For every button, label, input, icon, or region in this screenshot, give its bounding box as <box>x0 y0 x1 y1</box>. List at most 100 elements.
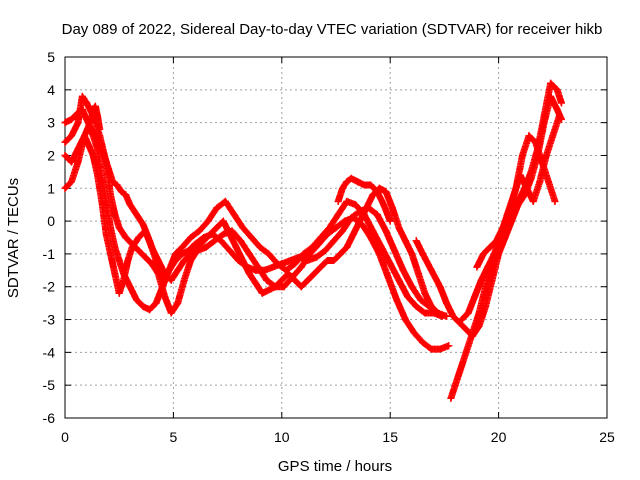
x-tick-label: 20 <box>491 429 507 445</box>
data-point <box>61 151 69 159</box>
data-point <box>544 178 552 186</box>
data-point <box>373 211 381 219</box>
data-point <box>269 263 277 271</box>
data-point <box>141 253 149 261</box>
data-point <box>471 293 479 301</box>
data-point <box>61 184 69 192</box>
data-point <box>252 266 260 274</box>
data-point <box>421 289 429 297</box>
data-point <box>360 181 368 189</box>
data-point <box>237 237 245 245</box>
data-point <box>61 138 69 146</box>
data-point <box>386 217 394 225</box>
data-point <box>332 224 340 232</box>
data-point <box>395 224 403 232</box>
data-point <box>393 296 401 304</box>
data-point <box>213 224 221 232</box>
data-point <box>427 302 435 310</box>
data-point <box>141 227 149 235</box>
data-point <box>536 178 544 186</box>
data-point <box>111 211 119 219</box>
y-tick-label: -2 <box>43 279 56 295</box>
data-point <box>412 237 420 245</box>
data-point <box>68 132 76 140</box>
data-point <box>297 283 305 291</box>
data-point <box>512 184 520 192</box>
data-point <box>304 256 312 264</box>
data-point <box>260 266 268 274</box>
data-point <box>447 394 455 402</box>
data-point <box>193 243 201 251</box>
data-point <box>219 217 227 225</box>
data-point <box>367 234 375 241</box>
data-point <box>443 312 451 320</box>
data-point <box>167 276 175 284</box>
data-point <box>74 158 82 166</box>
data-point <box>154 270 162 278</box>
data-point <box>252 279 260 287</box>
data-point <box>278 276 286 284</box>
data-point <box>178 243 186 251</box>
data-point <box>89 132 97 140</box>
series-track-10 <box>473 132 559 271</box>
data-point <box>172 250 180 258</box>
data-point <box>323 230 331 238</box>
data-point <box>401 237 409 245</box>
data-point <box>102 158 110 166</box>
data-point <box>555 112 563 120</box>
data-point <box>323 256 331 264</box>
y-tick-label: 2 <box>47 147 55 163</box>
series-track-6 <box>334 174 394 225</box>
data-point <box>410 329 418 337</box>
data-point <box>278 260 286 268</box>
data-point <box>362 204 370 212</box>
data-point <box>462 325 470 333</box>
data-point <box>271 283 279 291</box>
data-point <box>148 260 156 268</box>
data-point <box>336 250 344 258</box>
data-point <box>352 201 360 209</box>
data-point <box>128 243 136 251</box>
plot-frame <box>64 56 608 419</box>
data-point <box>343 243 351 251</box>
data-point <box>499 224 507 232</box>
data-point <box>226 247 234 255</box>
data-point <box>284 270 292 278</box>
data-point <box>367 181 375 189</box>
data-point <box>180 256 188 264</box>
data-point <box>161 270 169 278</box>
data-point <box>557 99 565 107</box>
data-point <box>74 119 82 127</box>
data-point <box>126 201 134 209</box>
data-point <box>514 197 522 205</box>
data-point <box>553 106 561 114</box>
data-point <box>206 230 214 238</box>
data-point <box>369 227 377 235</box>
data-point <box>310 270 318 278</box>
data-point <box>349 230 357 238</box>
data-point <box>115 256 123 264</box>
data-point <box>152 299 160 307</box>
data-point <box>94 112 102 120</box>
data-point <box>482 283 490 291</box>
data-series <box>61 79 565 402</box>
data-point <box>96 132 104 140</box>
data-point <box>245 250 253 258</box>
data-point <box>525 132 533 140</box>
data-point <box>107 250 115 258</box>
data-point <box>540 112 548 120</box>
series-track-5 <box>87 102 104 133</box>
data-point <box>96 125 104 133</box>
data-point <box>486 243 494 251</box>
data-point <box>339 227 347 235</box>
data-point <box>373 188 381 196</box>
y-tick-label: -5 <box>43 377 56 393</box>
data-point <box>68 178 76 186</box>
data-point <box>68 158 76 166</box>
series-track-4 <box>61 132 442 317</box>
data-point <box>98 197 106 205</box>
data-point <box>529 197 537 205</box>
data-point <box>475 309 483 317</box>
data-point <box>317 263 325 271</box>
data-point <box>412 302 420 310</box>
